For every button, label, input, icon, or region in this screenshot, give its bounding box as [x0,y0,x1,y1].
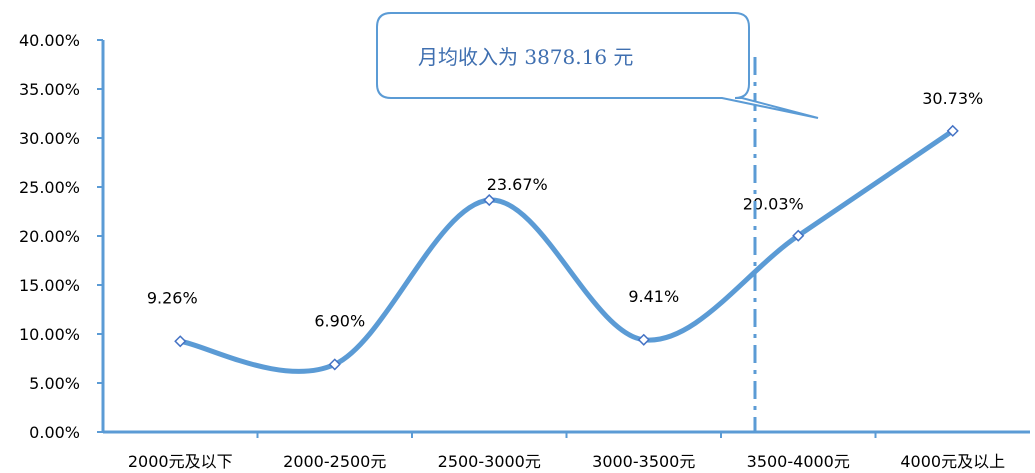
x-category-label: 2500-3000元 [438,452,541,471]
data-point-marker [946,124,959,137]
y-tick-label: 20.00% [19,227,80,246]
data-label: 9.26% [147,288,198,307]
series-line [177,128,956,374]
data-labels: 9.26% 6.90% 23.67% 9.41% 20.03% 30.73% [147,89,983,331]
data-label: 23.67% [487,175,548,194]
y-tick-label: 5.00% [29,374,80,393]
x-category-label: 4000元及以上 [900,452,1005,471]
series-line-group [177,128,956,374]
data-label: 6.90% [314,311,365,330]
x-category-label: 2000-2500元 [283,452,386,471]
callout-bubble [376,12,819,119]
y-axis: 0.00% 5.00% 10.00% 15.00% 20.00% 25.00% 30.00%… [19,31,105,442]
x-category-label: 3500-4000元 [747,452,850,471]
x-axis: 2000元及以下 2000-2500元 2500-3000元 3000-3500元 35… [103,430,1030,471]
y-tick-label: 10.00% [19,325,80,344]
data-markers [174,124,959,371]
y-tick-label: 30.00% [19,129,80,148]
data-label: 30.73% [922,89,983,108]
x-category-label: 3000-3500元 [592,452,695,471]
data-point-marker [637,333,650,346]
y-tick-label: 0.00% [29,423,80,442]
callout-text: 月均收入为 3878.16 元 [418,45,633,69]
y-tick-label: 35.00% [19,80,80,99]
data-label: 20.03% [743,195,804,214]
y-tick-label: 15.00% [19,276,80,295]
data-point-marker [328,358,341,371]
data-point-marker [174,335,187,348]
data-point-marker [483,193,496,207]
y-tick-label: 40.00% [19,31,80,50]
callout-annotation: 月均收入为 3878.16 元 [376,12,819,432]
data-point-marker [792,229,805,242]
x-category-label: 2000元及以下 [128,452,233,471]
data-label: 9.41% [628,287,679,306]
y-tick-label: 25.00% [19,178,80,197]
